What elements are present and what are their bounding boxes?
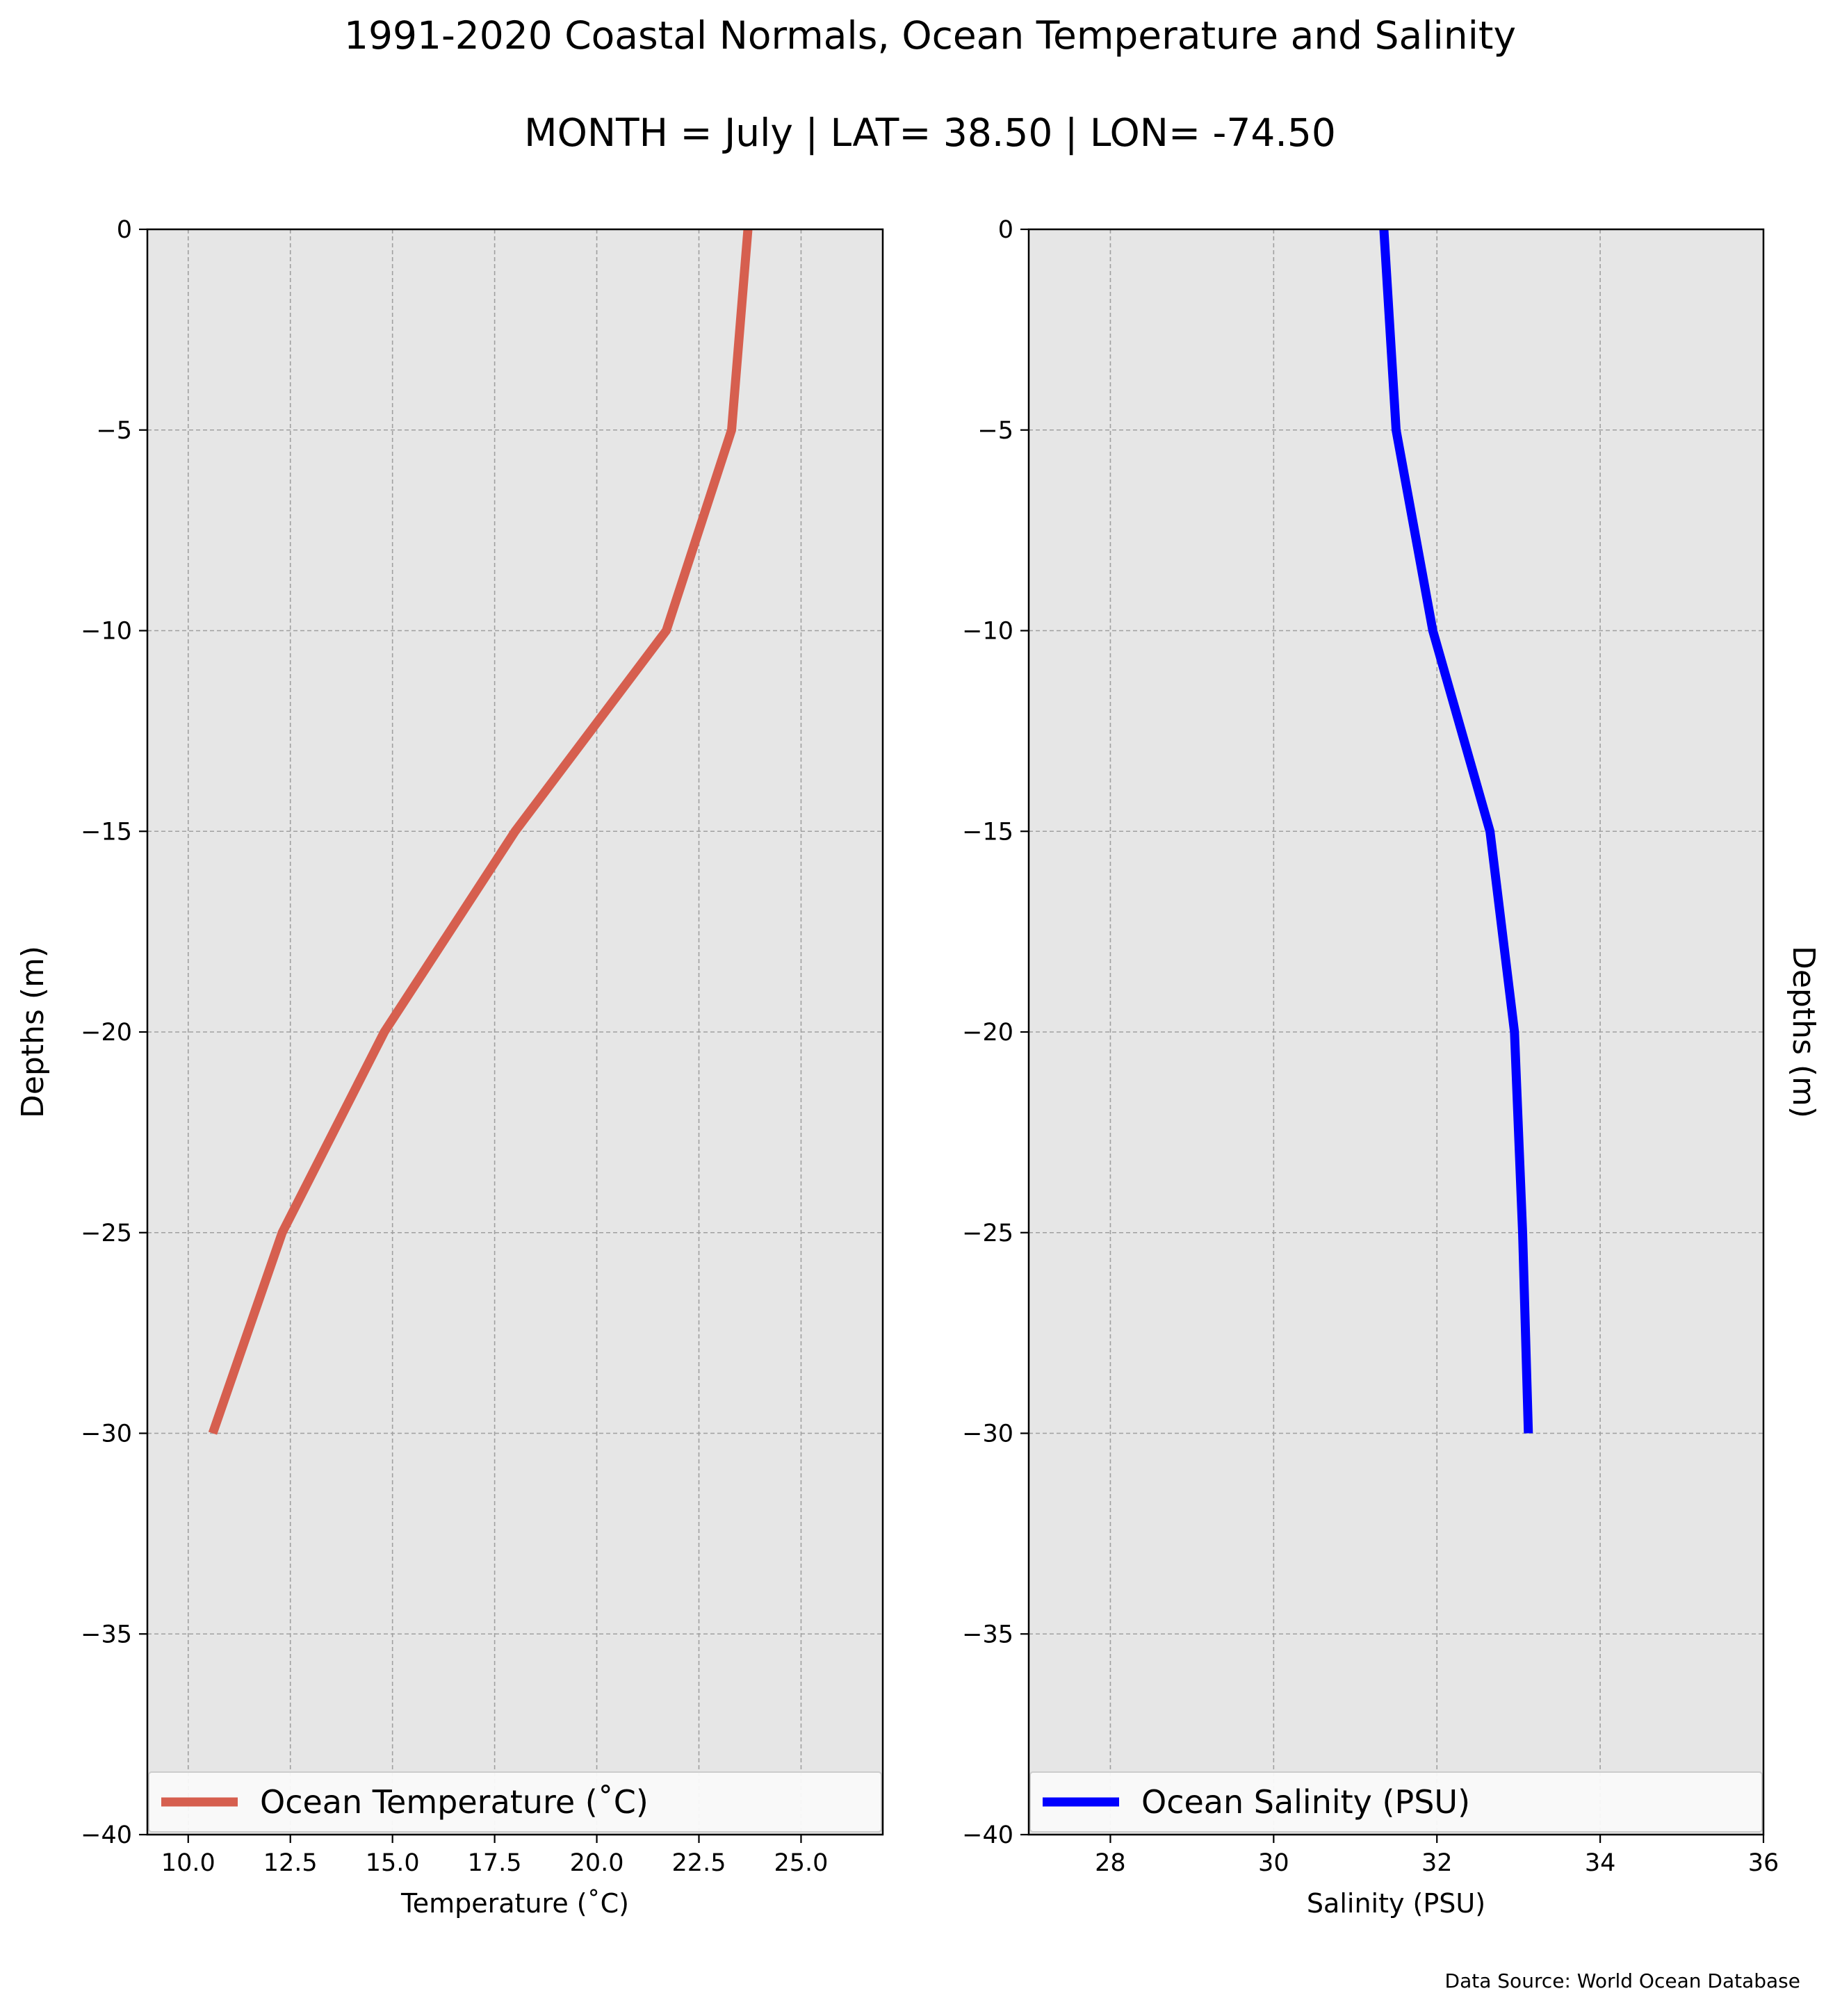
y-tick-label: −5 [96,417,132,445]
x-tick-label: 12.5 [263,1849,318,1877]
legend: Ocean Temperature (˚C) [148,1771,882,1833]
x-tick-label: 28 [1095,1849,1126,1877]
y-tick-label: −20 [81,1019,132,1047]
y-tick-label: −10 [962,618,1013,646]
y-tick-label: −35 [962,1621,1013,1648]
y-tick-label: −30 [962,1420,1013,1448]
x-tick-label: 10.0 [161,1849,215,1877]
y-tick-label: −15 [962,818,1013,846]
x-tick-label: 25.0 [774,1849,828,1877]
y-tick-label: 0 [117,216,132,244]
legend-label: Ocean Temperature (˚C) [260,1783,649,1821]
chart-panels: Ocean Temperature (˚C) 10.0 12.5 15.0 17.5 20… [15,216,1821,1919]
x-tick-label: 30 [1258,1849,1289,1877]
plot-area [1029,229,1763,1835]
y-tick-label: −40 [81,1821,132,1849]
x-tick-label: 17.5 [468,1849,522,1877]
legend: Ocean Salinity (PSU) [1029,1771,1763,1833]
figure-title: 1991-2020 Coastal Normals, Ocean Tempera… [344,13,1516,58]
x-axis-label: Salinity (PSU) [1307,1888,1485,1919]
y-tick-label: −15 [81,818,132,846]
x-tick-label: 20.0 [570,1849,624,1877]
x-tick-label: 34 [1585,1849,1616,1877]
plot-area [147,229,883,1835]
legend-box [1029,1771,1763,1833]
y-tick-label: −5 [977,417,1013,445]
y-tick-label: −35 [81,1621,132,1648]
figure-subtitle: MONTH = July | LAT= 38.50 | LON= -74.50 [524,110,1336,156]
x-tick-label: 15.0 [366,1849,420,1877]
legend-label: Ocean Salinity (PSU) [1141,1783,1470,1821]
chart-panel-1: Ocean Temperature (˚C) 10.0 12.5 15.0 17.5 20… [15,216,884,1919]
x-tick-label: 22.5 [672,1849,726,1877]
data-source-note: Data Source: World Ocean Database [1445,1969,1800,1992]
y-tick-label: −25 [962,1220,1013,1247]
x-tick-label: 32 [1421,1849,1453,1877]
y-tick-label: −25 [81,1220,132,1247]
y-tick-label: 0 [998,216,1013,244]
y-tick-label: −20 [962,1019,1013,1047]
y-tick-label: −10 [81,618,132,646]
y-tick-label: −40 [962,1821,1013,1849]
chart-panel-2: Ocean Salinity (PSU) 28 30 32 34 36 0 −5 −10 −15 −… [962,216,1821,1919]
y-tick-label: −30 [81,1420,132,1448]
legend-box [148,1771,882,1833]
x-tick-label: 36 [1748,1849,1779,1877]
y-axis-label: Depths (m) [1786,946,1821,1118]
y-axis-label: Depths (m) [15,946,51,1118]
x-axis-label: Temperature (˚C) [400,1888,629,1919]
